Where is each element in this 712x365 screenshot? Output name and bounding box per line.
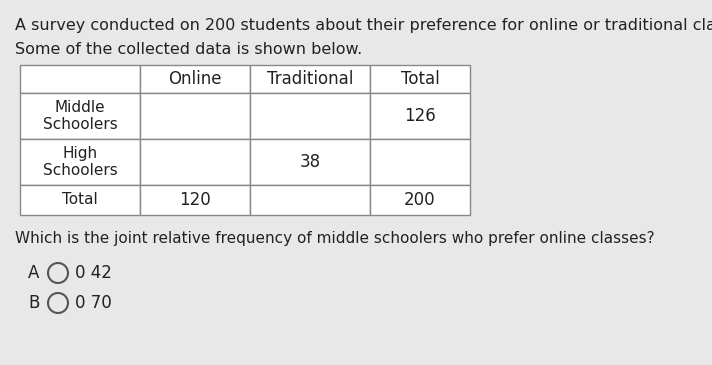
- Bar: [20, 185, 140, 215]
- Text: 126: 126: [404, 107, 436, 125]
- Bar: [250, 93, 370, 139]
- Bar: [250, 65, 370, 93]
- Bar: [370, 139, 470, 185]
- Bar: [370, 93, 470, 139]
- Text: A survey conducted on 200 students about their preference for online or traditio: A survey conducted on 200 students about…: [15, 18, 712, 33]
- Bar: [20, 65, 140, 93]
- Text: Online: Online: [168, 70, 221, 88]
- Bar: [20, 93, 140, 139]
- Text: High
Schoolers: High Schoolers: [43, 146, 117, 178]
- Bar: [140, 139, 250, 185]
- Text: 200: 200: [404, 191, 436, 209]
- Text: Total: Total: [401, 70, 439, 88]
- Bar: [140, 93, 250, 139]
- Text: Total: Total: [62, 192, 98, 207]
- Bar: [370, 185, 470, 215]
- Text: Some of the collected data is shown below.: Some of the collected data is shown belo…: [15, 42, 362, 57]
- Text: 120: 120: [179, 191, 211, 209]
- Text: 0 70: 0 70: [75, 294, 112, 312]
- Text: A: A: [28, 264, 39, 282]
- Bar: [140, 65, 250, 93]
- Text: B: B: [28, 294, 39, 312]
- Text: Traditional: Traditional: [267, 70, 353, 88]
- Text: 0 42: 0 42: [75, 264, 112, 282]
- Bar: [370, 65, 470, 93]
- Bar: [250, 185, 370, 215]
- Bar: [20, 139, 140, 185]
- Text: Which is the joint relative frequency of middle schoolers who prefer online clas: Which is the joint relative frequency of…: [15, 231, 654, 246]
- Text: Middle
Schoolers: Middle Schoolers: [43, 100, 117, 132]
- Bar: [250, 139, 370, 185]
- Bar: [140, 185, 250, 215]
- Text: 38: 38: [300, 153, 320, 171]
